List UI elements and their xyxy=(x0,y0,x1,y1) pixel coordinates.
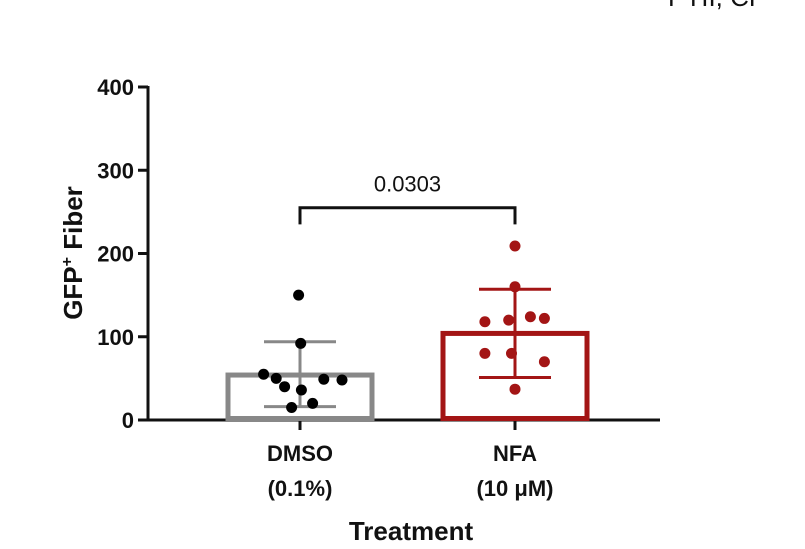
y-axis-title-superscript: + xyxy=(59,257,76,266)
data-point xyxy=(270,372,282,384)
data-point xyxy=(286,402,298,414)
p-value-label: 0.0303 xyxy=(374,172,441,197)
y-axis-title-main: GFP xyxy=(58,266,88,319)
plot-area: 0 100 200 300 400 DMSO (0.1%) NFA (10 μM) 0.0303 xyxy=(97,75,660,501)
x-tick-label: NFA xyxy=(493,441,537,466)
data-point xyxy=(509,240,521,252)
corner-text: PTII, CP xyxy=(668,0,766,12)
y-tick-label: 300 xyxy=(97,158,134,183)
x-axis-title: Treatment xyxy=(349,516,474,546)
data-point xyxy=(503,314,515,326)
x-tick-label: DMSO xyxy=(267,441,333,466)
data-point xyxy=(293,289,305,301)
y-axis-title: GFP+ Fiber xyxy=(58,186,88,320)
data-point xyxy=(336,374,348,386)
data-point xyxy=(538,312,550,324)
y-tick-label: 0 xyxy=(122,408,134,433)
data-point xyxy=(479,347,491,359)
x-tick-label-sub: (10 μM) xyxy=(476,476,553,501)
data-point xyxy=(524,311,536,323)
data-point xyxy=(538,356,550,368)
data-point xyxy=(307,397,319,409)
y-tick-label: 200 xyxy=(97,242,134,267)
y-tick-label: 100 xyxy=(97,325,134,350)
data-point xyxy=(295,384,307,396)
data-point xyxy=(509,281,521,293)
data-point xyxy=(258,368,270,380)
data-point xyxy=(318,373,330,385)
data-point xyxy=(506,347,517,359)
y-axis-title-rest: Fiber xyxy=(58,186,88,257)
data-point xyxy=(295,337,307,349)
data-point xyxy=(479,316,491,328)
significance-bracket xyxy=(298,206,517,225)
x-tick-label-sub: (0.1%) xyxy=(268,476,333,501)
data-point xyxy=(509,383,521,395)
data-point xyxy=(279,381,291,393)
y-tick-label: 400 xyxy=(97,75,134,100)
